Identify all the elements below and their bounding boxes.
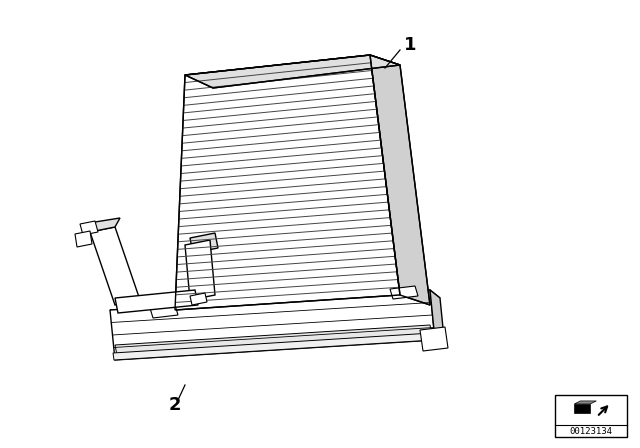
Bar: [555, 395, 627, 437]
Bar: [574, 404, 590, 413]
Polygon shape: [574, 401, 596, 404]
Polygon shape: [110, 290, 435, 360]
Polygon shape: [185, 55, 400, 88]
Polygon shape: [80, 221, 98, 235]
Polygon shape: [185, 240, 215, 300]
Polygon shape: [175, 55, 400, 310]
Text: 2: 2: [169, 396, 181, 414]
Polygon shape: [190, 233, 218, 253]
Polygon shape: [115, 290, 198, 313]
Polygon shape: [430, 290, 445, 348]
Polygon shape: [110, 290, 440, 318]
Text: 00123134: 00123134: [570, 427, 612, 436]
Polygon shape: [190, 293, 207, 305]
Polygon shape: [90, 218, 120, 232]
Polygon shape: [75, 231, 92, 247]
Polygon shape: [390, 286, 418, 299]
Polygon shape: [90, 227, 140, 305]
Polygon shape: [150, 305, 178, 318]
Polygon shape: [420, 327, 448, 351]
Polygon shape: [370, 55, 430, 305]
Polygon shape: [113, 333, 433, 360]
Text: 1: 1: [404, 36, 416, 54]
Polygon shape: [115, 325, 432, 355]
